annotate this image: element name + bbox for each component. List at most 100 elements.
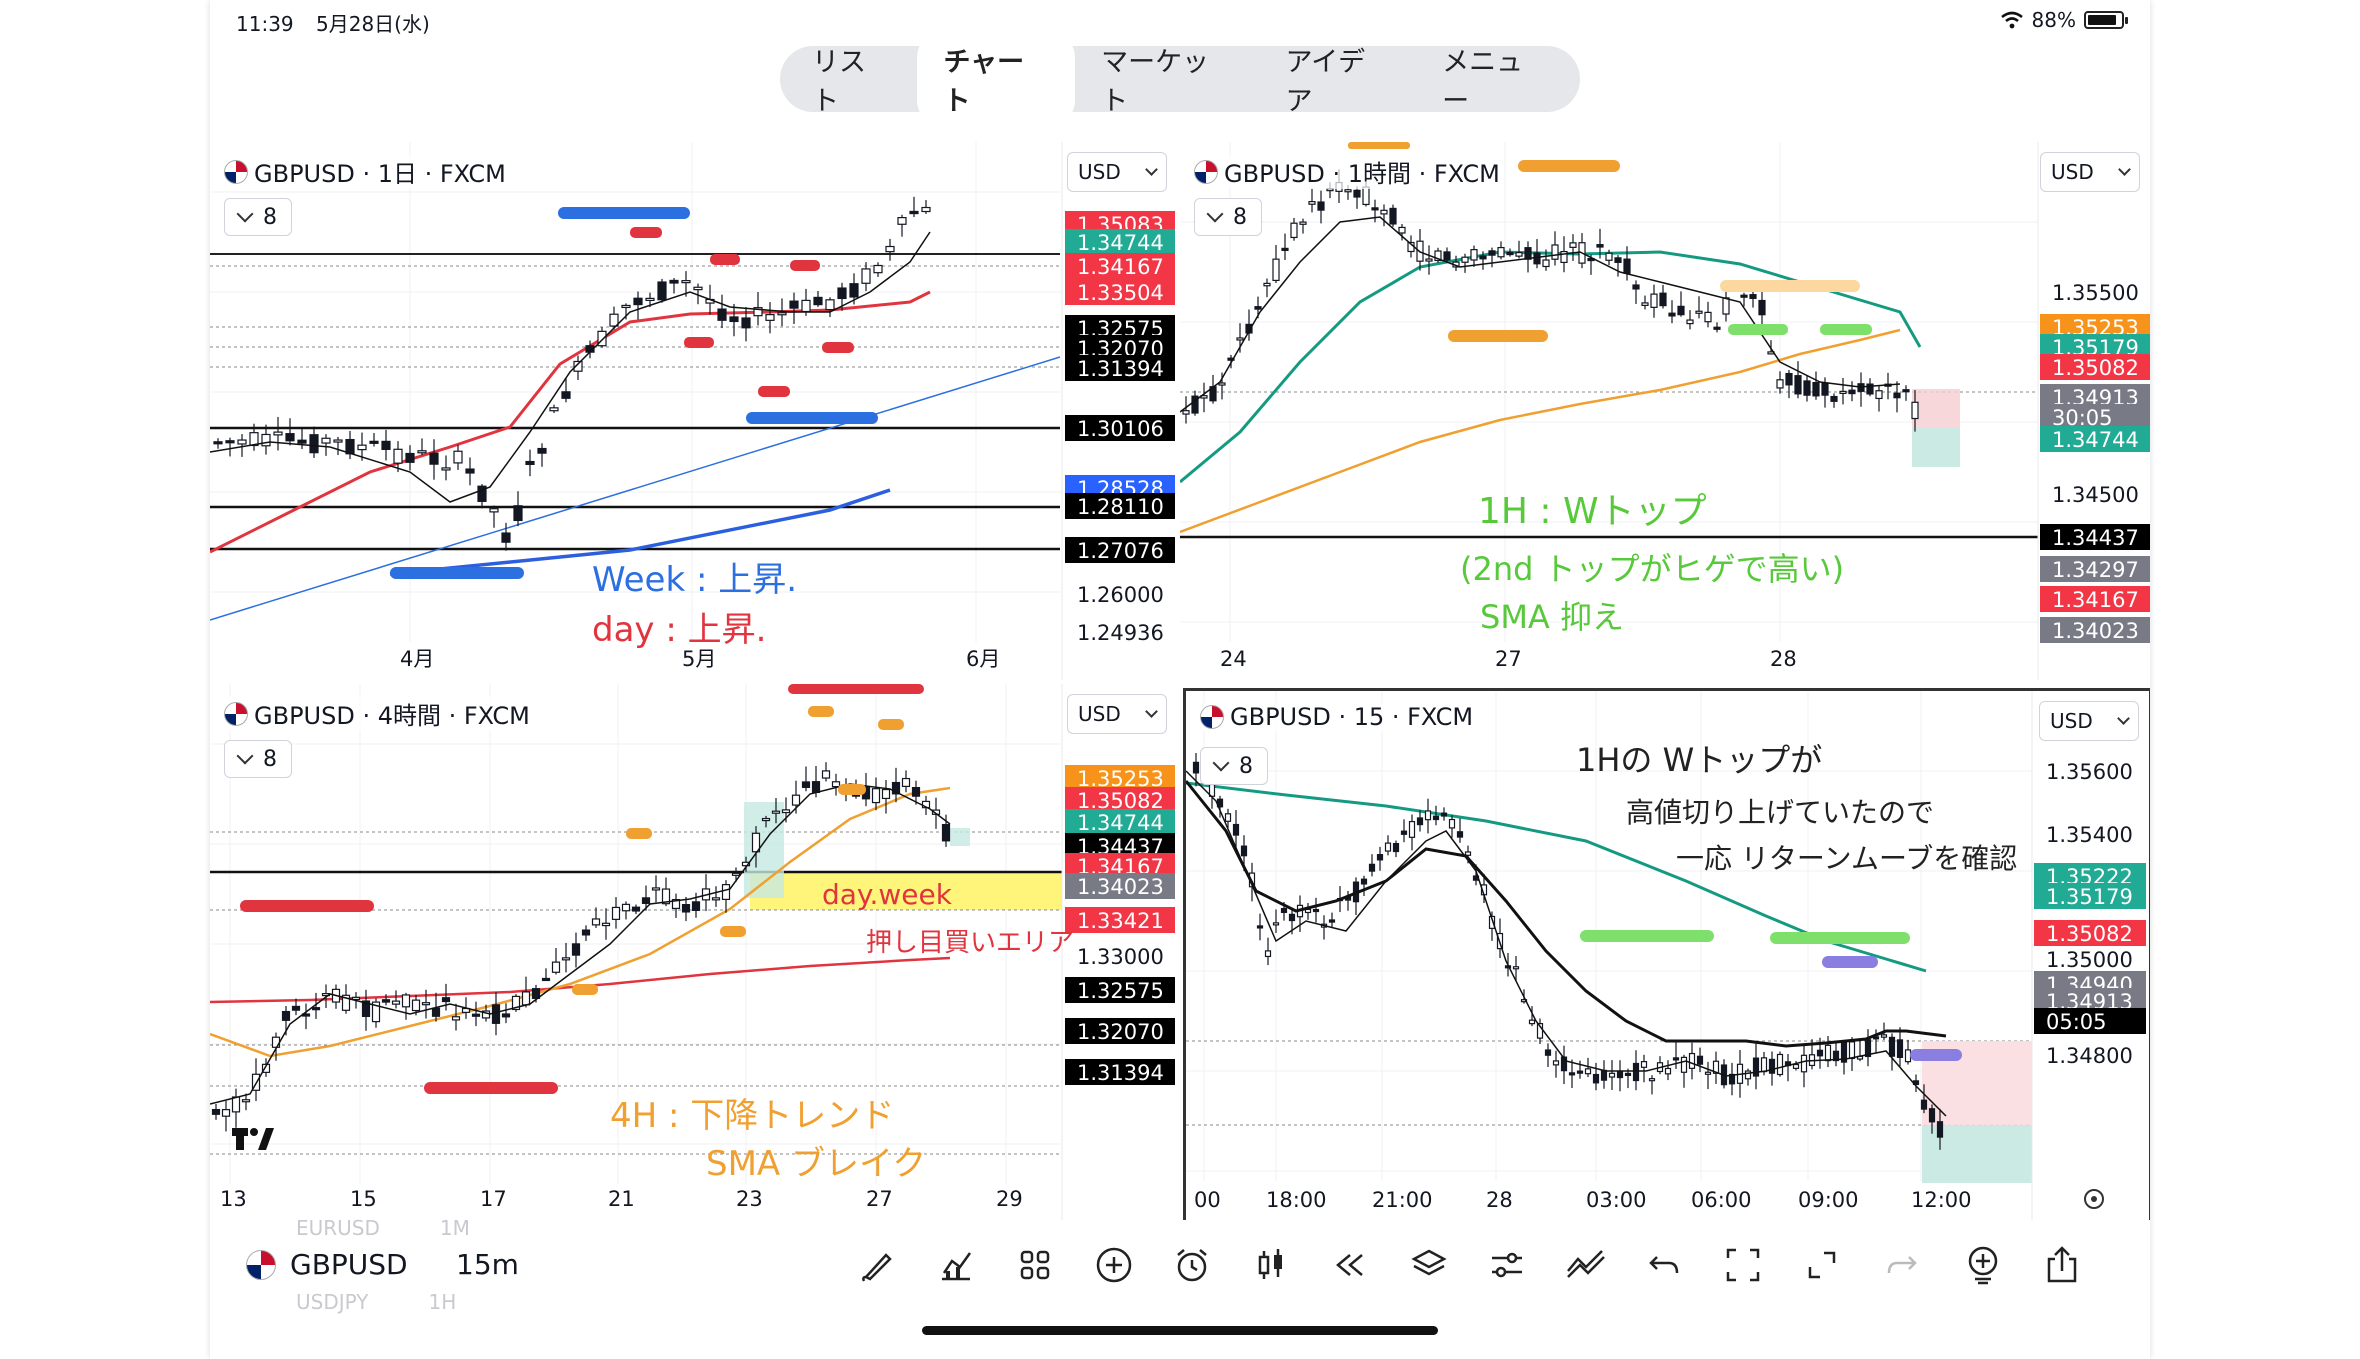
candle-body bbox=[721, 884, 731, 900]
candle-body bbox=[1848, 1041, 1856, 1060]
price-tag: 1.34167 bbox=[2052, 588, 2139, 612]
currency-select[interactable]: USD bbox=[2040, 152, 2140, 192]
time-label: 28 bbox=[1770, 647, 1797, 671]
price-tag: 1.35082 bbox=[2052, 356, 2139, 380]
candle-body bbox=[1624, 1072, 1632, 1077]
symbol-picker[interactable]: EURUSD 1M GBPUSD 15m USDJPY 1H bbox=[230, 1216, 530, 1314]
chart-panel-daily[interactable]: 1.35083 1.34744 1.34167 1.33504 1.32575 1.320… bbox=[210, 142, 1175, 680]
candle-body bbox=[751, 832, 761, 853]
candle-body bbox=[1392, 842, 1400, 853]
candle-body bbox=[1424, 810, 1432, 821]
candle-body bbox=[611, 906, 621, 920]
chart-legend[interactable]: GBPUSD · 1日 · FXCM bbox=[224, 154, 506, 189]
candle-body bbox=[1227, 357, 1235, 361]
candle-body bbox=[813, 296, 823, 306]
current-timeframe[interactable]: 15m bbox=[456, 1248, 519, 1281]
tab-list[interactable]: リスト bbox=[812, 47, 866, 117]
chart-canvas-daily[interactable]: 1.350831.347441.341671.335041.325751.320… bbox=[210, 142, 1175, 680]
candle-body bbox=[741, 861, 751, 867]
chart-legend[interactable]: GBPUSD · 4時間 · FXCM bbox=[224, 696, 530, 731]
chart-panel-15m[interactable]: 1.35600 1.35400 1.35222 1.35179 1.35082 1.350… bbox=[1183, 688, 2150, 1224]
price-axis: 1.355001.352531.351791.350821.3491330:05… bbox=[2040, 281, 2150, 643]
drawing-tools-icon[interactable] bbox=[1563, 1242, 1609, 1288]
redo-icon[interactable] bbox=[1878, 1242, 1924, 1288]
replay-icon[interactable] bbox=[1327, 1242, 1373, 1288]
position-profit-zone bbox=[1912, 427, 1960, 467]
share-icon[interactable] bbox=[2039, 1242, 2085, 1288]
chart-panel-1h[interactable]: 1.35500 1.35253 1.35179 1.35082 1.34913 30:05… bbox=[1180, 142, 2150, 680]
gbp-flag-icon bbox=[224, 701, 248, 726]
chart-canvas-15m[interactable]: 1.356001.354001.352221.351791.350821.350… bbox=[1186, 691, 2149, 1221]
expand-icon[interactable] bbox=[1799, 1242, 1845, 1288]
grid bbox=[210, 142, 1062, 642]
indicator-toggle[interactable]: 8 bbox=[224, 198, 292, 236]
candle-body bbox=[1776, 379, 1784, 389]
sma-black bbox=[1180, 216, 1901, 413]
time-label: 24 bbox=[1220, 647, 1247, 671]
candle-body bbox=[1245, 323, 1253, 334]
candle-body bbox=[537, 447, 547, 454]
sma-red bbox=[210, 290, 931, 554]
settings-sliders-icon[interactable] bbox=[1484, 1242, 1530, 1288]
candle-body bbox=[1515, 252, 1523, 257]
tab-menu[interactable]: メニュー bbox=[1442, 47, 1524, 117]
settings-gear-icon[interactable] bbox=[2084, 1189, 2104, 1209]
candle-body bbox=[1688, 1052, 1696, 1069]
currency-select[interactable]: USD bbox=[2039, 701, 2139, 741]
candle-body bbox=[1384, 842, 1392, 852]
candle-body bbox=[1461, 256, 1469, 263]
chart-panel-4h[interactable]: 1.35253 1.35082 1.34744 1.34437 1.34167 1.340… bbox=[210, 684, 1175, 1220]
candle-body bbox=[1416, 817, 1424, 826]
annotation-sma-break: SMA ブレイク bbox=[706, 1144, 927, 1184]
candle-body bbox=[1506, 251, 1514, 256]
currency-select[interactable]: USD bbox=[1067, 694, 1167, 734]
indicator-toggle[interactable]: 8 bbox=[1194, 198, 1262, 236]
undo-icon[interactable] bbox=[1642, 1242, 1688, 1288]
marker-bar bbox=[808, 706, 834, 717]
chart-canvas-4h[interactable]: 1.352531.350821.347441.344371.341671.340… bbox=[210, 684, 1175, 1220]
candle-body bbox=[477, 485, 487, 502]
price-tag: 1.34167 bbox=[1077, 255, 1164, 279]
candle-body bbox=[901, 777, 911, 787]
candle-body bbox=[491, 1004, 501, 1024]
tab-market[interactable]: マーケット bbox=[1101, 47, 1210, 117]
chart-legend[interactable]: GBPUSD · 1時間 · FXCM bbox=[1194, 154, 1500, 189]
home-indicator[interactable] bbox=[922, 1326, 1438, 1335]
currency-select[interactable]: USD bbox=[1067, 152, 1167, 192]
candle-body bbox=[1749, 294, 1757, 299]
tab-chart[interactable]: チャート bbox=[917, 30, 1076, 128]
candle-body bbox=[249, 432, 259, 447]
candle-body bbox=[1704, 1071, 1712, 1075]
indicator-icon[interactable] bbox=[933, 1242, 979, 1288]
candle-body bbox=[645, 297, 655, 301]
price-tag: 1.27076 bbox=[1077, 539, 1164, 563]
currency-label: USD bbox=[1078, 702, 1121, 726]
indicator-toggle[interactable]: 8 bbox=[224, 740, 292, 778]
candle-body bbox=[693, 286, 703, 291]
candle-body bbox=[1668, 312, 1676, 317]
ghost-tf-above-label: 1M bbox=[439, 1216, 470, 1240]
add-icon[interactable] bbox=[1091, 1242, 1137, 1288]
candle-body bbox=[221, 1109, 231, 1117]
chart-legend[interactable]: GBPUSD · 15 · FXCM bbox=[1200, 703, 1474, 731]
fullscreen-icon[interactable] bbox=[1720, 1242, 1766, 1288]
current-symbol[interactable]: GBPUSD bbox=[246, 1248, 408, 1281]
price-tag: 1.28110 bbox=[1077, 495, 1164, 519]
grid-layout-icon[interactable] bbox=[1012, 1242, 1058, 1288]
time-label: 5月 bbox=[682, 647, 716, 671]
candle-body bbox=[801, 781, 811, 788]
candle-body bbox=[1256, 925, 1264, 929]
chart-canvas-1h[interactable]: 1.355001.352531.351791.350821.3491330:05… bbox=[1180, 142, 2150, 680]
tab-ideas[interactable]: アイデア bbox=[1285, 47, 1366, 117]
candle-body bbox=[1479, 255, 1487, 260]
add-alert-icon[interactable] bbox=[1960, 1242, 2006, 1288]
candle-body bbox=[1408, 820, 1416, 838]
indicator-toggle[interactable]: 8 bbox=[1200, 747, 1268, 785]
candle-type-icon[interactable] bbox=[1248, 1242, 1294, 1288]
chevron-down-icon bbox=[1145, 704, 1158, 718]
current-symbol-label: GBPUSD bbox=[290, 1248, 408, 1281]
layers-icon[interactable] bbox=[1406, 1242, 1452, 1288]
alarm-icon[interactable] bbox=[1169, 1242, 1215, 1288]
brush-icon[interactable] bbox=[855, 1242, 901, 1288]
candle-body bbox=[573, 360, 583, 372]
